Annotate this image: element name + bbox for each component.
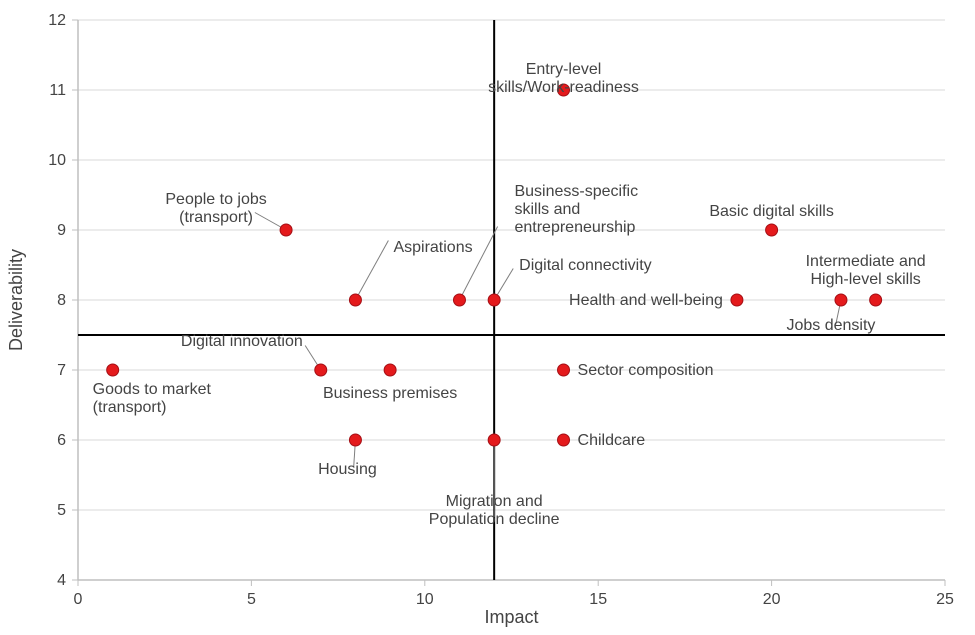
point-label: Aspirations — [393, 239, 472, 256]
data-point — [731, 294, 743, 306]
data-point — [384, 364, 396, 376]
point-label: Digital innovation — [181, 333, 303, 350]
y-tick-label: 9 — [57, 222, 66, 239]
x-tick-label: 5 — [247, 591, 256, 608]
data-point — [870, 294, 882, 306]
data-point — [558, 434, 570, 446]
data-point — [315, 364, 327, 376]
y-tick-label: 8 — [57, 292, 66, 309]
data-point — [558, 364, 570, 376]
point-label: Intermediate andHigh-level skills — [806, 253, 926, 288]
x-tick-label: 0 — [74, 591, 83, 608]
data-point — [349, 434, 361, 446]
y-tick-label: 6 — [57, 432, 66, 449]
data-point — [488, 294, 500, 306]
x-tick-label: 20 — [763, 591, 781, 608]
y-tick-label: 11 — [49, 82, 66, 99]
point-label: Sector composition — [578, 362, 714, 379]
point-label: Digital connectivity — [519, 257, 652, 274]
data-point — [766, 224, 778, 236]
y-tick-label: 4 — [57, 572, 66, 589]
point-label: Housing — [318, 461, 377, 478]
point-label: Business premises — [323, 385, 457, 402]
point-label: People to jobs(transport) — [165, 191, 266, 226]
point-label: Jobs density — [786, 317, 875, 334]
y-tick-label: 10 — [48, 152, 66, 169]
x-tick-label: 25 — [936, 591, 954, 608]
scatter-chart: 0 5 10 15 20 25 4 5 6 7 8 9 10 11 12 Impact Deliverabili… — [0, 0, 975, 635]
x-axis-title: Impact — [484, 607, 538, 627]
point-label: Health and well-being — [569, 292, 723, 309]
data-point — [107, 364, 119, 376]
data-point — [488, 434, 500, 446]
point-label: Childcare — [578, 432, 646, 449]
y-tick-label: 7 — [57, 362, 66, 379]
data-point — [349, 294, 361, 306]
point-label: Basic digital skills — [709, 203, 833, 220]
data-point — [835, 294, 847, 306]
y-tick-label: 5 — [57, 502, 66, 519]
x-tick-label: 15 — [589, 591, 607, 608]
y-tick-label: 12 — [48, 12, 66, 29]
point-label: Migration andPopulation decline — [429, 493, 560, 528]
x-tick-label: 10 — [416, 591, 434, 608]
data-point — [453, 294, 465, 306]
chart-svg: 0 5 10 15 20 25 4 5 6 7 8 9 10 11 12 Impact Deliverabili… — [0, 0, 975, 635]
data-point — [280, 224, 292, 236]
y-axis-title: Deliverability — [6, 249, 26, 351]
